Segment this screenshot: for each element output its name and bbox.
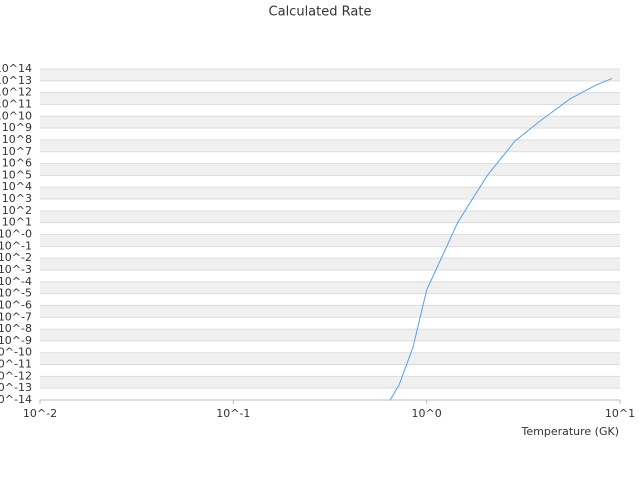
grid-band bbox=[40, 352, 620, 365]
grid-band bbox=[40, 163, 620, 176]
y-tick-label: 10^1 bbox=[2, 216, 32, 229]
x-tick-label: 10^-1 bbox=[216, 407, 250, 420]
grid-band bbox=[40, 376, 620, 389]
grid-band bbox=[40, 281, 620, 294]
chart-title: Calculated Rate bbox=[269, 5, 372, 20]
y-tick-label: 10^6 bbox=[2, 157, 32, 170]
grid-band bbox=[40, 305, 620, 318]
y-tick-label: 10^-7 bbox=[0, 310, 32, 323]
x-tick-label: 10^-2 bbox=[23, 407, 57, 420]
y-tick-label: 10^-5 bbox=[0, 287, 32, 300]
y-tick-label: 10^-13 bbox=[0, 381, 32, 394]
y-tick-label: 10^11 bbox=[0, 97, 32, 110]
y-tick-label: 10^-0 bbox=[0, 228, 32, 241]
grid-band bbox=[40, 139, 620, 152]
y-tick-label: 10^-9 bbox=[0, 334, 32, 347]
grid-band bbox=[40, 187, 620, 200]
grid-band bbox=[40, 258, 620, 270]
y-tick-label: 10^9 bbox=[2, 121, 32, 134]
y-tick-label: 10^-12 bbox=[0, 369, 32, 382]
grid-band bbox=[40, 210, 620, 223]
x-tick-label: 10^1 bbox=[605, 407, 635, 420]
y-tick-label: 10^8 bbox=[2, 133, 32, 146]
y-tick-label: 10^10 bbox=[0, 109, 32, 122]
y-tick-label: 10^3 bbox=[2, 192, 32, 205]
y-tick-label: 10^-10 bbox=[0, 346, 32, 359]
grid-band bbox=[40, 329, 620, 341]
x-axis-label: Temperature (GK) bbox=[521, 425, 620, 438]
y-tick-label: 10^2 bbox=[2, 204, 32, 217]
grid-band bbox=[40, 92, 620, 105]
grid-band bbox=[40, 234, 620, 247]
y-tick-label: 10^-2 bbox=[0, 251, 32, 264]
y-tick-label: 10^7 bbox=[2, 145, 32, 158]
y-tick-label: 10^13 bbox=[0, 74, 32, 87]
y-tick-label: 10^-4 bbox=[0, 275, 32, 288]
y-tick-label: 10^12 bbox=[0, 86, 32, 99]
line-series bbox=[389, 77, 613, 401]
grid-band bbox=[40, 69, 620, 81]
y-tick-label: 10^14 bbox=[0, 62, 32, 75]
y-tick-label: 10^-8 bbox=[0, 322, 32, 335]
y-tick-label: 10^-1 bbox=[0, 239, 32, 252]
x-tick-label: 10^0 bbox=[412, 407, 442, 420]
y-tick-label: 10^-6 bbox=[0, 298, 32, 311]
y-tick-label: 10^5 bbox=[2, 168, 32, 181]
y-tick-label: 10^-3 bbox=[0, 263, 32, 276]
y-tick-label: 10^4 bbox=[2, 180, 32, 193]
y-tick-label: 10^-11 bbox=[0, 358, 32, 371]
y-tick-label: 10^-14 bbox=[0, 393, 32, 406]
grid-band bbox=[40, 116, 620, 129]
